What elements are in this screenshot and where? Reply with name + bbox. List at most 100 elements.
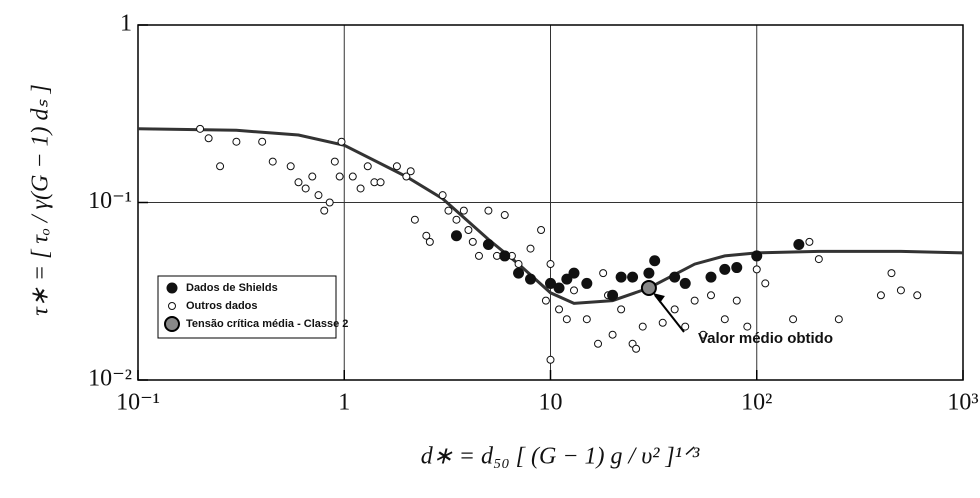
data-point: [546, 260, 555, 269]
y-tick-label: 10⁻²: [88, 366, 132, 392]
data-point: [752, 265, 761, 274]
data-point: [294, 178, 303, 187]
data-point: [482, 238, 494, 250]
y-axis-label: τ∗ = [ τₒ / γ(G − 1) dₛ ]: [28, 84, 54, 316]
data-point: [204, 134, 213, 143]
data-point: [513, 267, 525, 279]
data-point: [325, 198, 334, 207]
data-point: [638, 322, 647, 331]
data-point: [690, 296, 699, 305]
data-point: [719, 263, 731, 275]
data-point: [805, 237, 814, 246]
x-tick-label: 10²: [741, 390, 772, 416]
data-point: [699, 330, 708, 339]
data-point: [640, 279, 657, 296]
data-point: [537, 225, 546, 234]
data-point: [438, 191, 447, 200]
legend-label: Dados de Shields: [186, 282, 278, 294]
data-point: [632, 344, 641, 353]
data-point: [679, 277, 691, 289]
data-point: [541, 296, 550, 305]
y-tick-label: 10⁻¹: [88, 188, 132, 214]
data-point: [422, 231, 431, 240]
data-point: [308, 172, 317, 181]
data-point: [896, 286, 905, 295]
data-point: [876, 291, 885, 300]
data-point: [526, 244, 535, 253]
data-point: [913, 291, 922, 300]
legend-label: Outros dados: [186, 300, 258, 312]
data-point: [705, 271, 717, 283]
y-tick-label: 1: [120, 11, 132, 37]
data-point: [617, 305, 626, 314]
data-point: [314, 191, 323, 200]
data-point: [484, 206, 493, 215]
data-point: [335, 172, 344, 181]
data-point: [410, 215, 419, 224]
data-point: [789, 315, 798, 324]
data-point: [450, 230, 462, 242]
data-point: [232, 137, 241, 146]
data-point: [555, 305, 564, 314]
data-point: [761, 279, 770, 288]
data-point: [196, 124, 205, 133]
plot-frame: [137, 24, 964, 381]
data-point: [594, 339, 603, 348]
data-point: [474, 251, 483, 260]
data-point: [545, 277, 556, 289]
data-point: [258, 137, 267, 146]
data-point: [681, 322, 690, 331]
data-point: [720, 315, 729, 324]
data-point: [751, 250, 763, 262]
data-point: [607, 289, 619, 301]
x-axis-label: d∗ = d₅₀ [ (G − 1) g / υ² ]¹ᐟ³: [421, 444, 700, 470]
data-point: [643, 267, 655, 279]
legend-box: [157, 275, 337, 339]
data-point: [706, 291, 715, 300]
data-point: [286, 162, 295, 171]
data-point: [459, 206, 468, 215]
data-point: [268, 157, 277, 166]
data-point: [814, 255, 823, 264]
legend-marker: [164, 316, 180, 332]
data-point: [581, 277, 593, 289]
data-point: [425, 237, 434, 246]
data-point: [731, 262, 743, 274]
data-point: [608, 330, 617, 339]
x-tick-label: 10³: [947, 390, 978, 416]
annotation-arrowhead: [652, 292, 665, 303]
x-tick-label: 10⁻¹: [116, 390, 160, 416]
data-point: [568, 267, 580, 279]
data-point: [615, 271, 627, 283]
data-point: [793, 238, 805, 250]
data-point: [452, 215, 461, 224]
data-point: [376, 178, 385, 187]
data-point: [514, 260, 523, 269]
data-point: [834, 315, 843, 324]
data-point: [330, 157, 339, 166]
data-point: [627, 271, 639, 283]
data-point: [499, 250, 511, 262]
legend-marker: [168, 302, 176, 310]
data-point: [669, 271, 681, 283]
data-point: [649, 255, 661, 267]
data-point: [658, 318, 667, 327]
data-point: [500, 211, 509, 220]
data-point: [732, 296, 741, 305]
annotation: Valor médio obtido: [698, 330, 833, 347]
data-point: [348, 172, 357, 181]
x-tick-label: 10: [539, 390, 563, 416]
data-point: [743, 322, 752, 331]
data-point: [553, 282, 565, 294]
data-point: [406, 167, 415, 176]
shields-curve: [137, 127, 964, 305]
data-point: [337, 137, 346, 146]
data-point: [599, 269, 608, 278]
data-point: [562, 315, 571, 324]
data-point: [356, 184, 365, 193]
data-point: [402, 172, 411, 181]
data-point: [887, 269, 896, 278]
legend-label: Tensão crítica média - Classe 2: [186, 318, 348, 330]
data-point: [392, 162, 401, 171]
